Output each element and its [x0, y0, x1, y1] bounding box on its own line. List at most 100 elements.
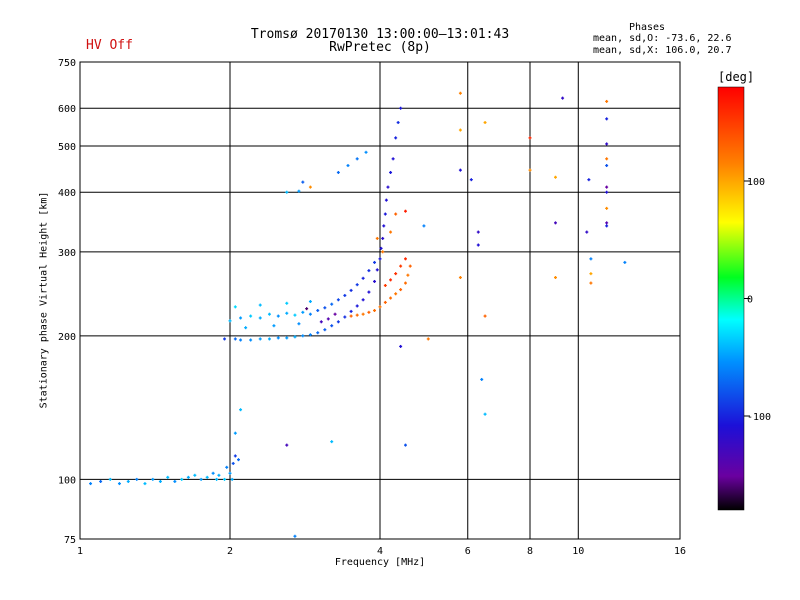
- x-tick-label-3: 6: [465, 546, 471, 557]
- data-point-38: [323, 328, 327, 332]
- data-point-109: [389, 230, 393, 234]
- y-axis-ticks: 75 100 200 300 400 500 600 750: [58, 58, 76, 546]
- data-point-57: [394, 136, 398, 140]
- hv-status-label: HV Off: [86, 38, 133, 53]
- data-point-102: [406, 273, 410, 277]
- data-point-150: [605, 164, 609, 168]
- data-point-63: [258, 316, 262, 320]
- data-point-92: [355, 313, 359, 317]
- x-axis-label: Frequency [MHz]: [334, 557, 426, 568]
- data-point-18: [223, 477, 227, 481]
- data-point-2: [108, 477, 112, 481]
- data-point-128: [469, 178, 473, 182]
- data-point-6: [143, 482, 147, 486]
- data-point-25: [215, 477, 219, 481]
- data-point-61: [239, 316, 243, 320]
- data-point-76: [355, 283, 359, 287]
- data-point-159: [285, 443, 289, 447]
- data-point-87: [319, 320, 323, 324]
- data-point-70: [316, 308, 320, 312]
- data-point-127: [476, 243, 480, 247]
- y-tick-label-5: 500: [58, 142, 76, 153]
- data-point-132: [483, 412, 487, 416]
- data-point-78: [367, 269, 371, 273]
- data-point-139: [553, 175, 557, 179]
- data-point-16: [211, 471, 215, 475]
- data-point-30: [258, 337, 262, 341]
- data-point-154: [605, 221, 609, 225]
- data-point-50: [381, 236, 385, 240]
- data-point-74: [343, 293, 347, 297]
- data-point-43: [355, 304, 359, 308]
- data-point-20: [231, 461, 235, 465]
- data-point-69: [308, 312, 312, 316]
- data-point-9: [166, 475, 170, 479]
- data-point-77: [361, 276, 365, 280]
- data-point-161: [399, 344, 403, 348]
- data-point-156: [623, 260, 627, 264]
- data-point-32: [276, 336, 280, 340]
- data-point-58: [396, 121, 400, 125]
- data-point-40: [336, 320, 340, 324]
- phases-title: Phases: [628, 22, 666, 33]
- data-point-141: [553, 276, 557, 280]
- data-point-28: [239, 338, 243, 342]
- data-point-27: [233, 337, 237, 341]
- data-point-115: [346, 164, 350, 168]
- data-point-48: [378, 257, 382, 261]
- data-point-144: [589, 272, 593, 276]
- data-point-147: [605, 117, 609, 121]
- data-point-66: [285, 311, 289, 315]
- data-point-151: [605, 185, 609, 189]
- data-point-37: [316, 331, 320, 335]
- y-tick-label-2: 200: [58, 332, 76, 343]
- data-point-46: [373, 279, 377, 283]
- x-tick-label-0: 1: [77, 546, 83, 557]
- data-point-157: [587, 178, 591, 182]
- x-tick-label-4: 8: [527, 546, 533, 557]
- data-point-145: [589, 281, 593, 285]
- data-point-107: [399, 264, 403, 268]
- data-point-55: [389, 170, 393, 174]
- data-point-160: [330, 440, 334, 444]
- data-point-129: [483, 121, 487, 125]
- data-point-103: [408, 264, 412, 268]
- data-point-39: [330, 324, 334, 328]
- data-point-95: [373, 308, 377, 312]
- data-point-158: [293, 534, 297, 538]
- data-point-73: [336, 298, 340, 302]
- data-point-90: [305, 307, 309, 311]
- data-point-119: [297, 189, 301, 193]
- colorbar: [717, 86, 745, 511]
- data-point-13: [193, 473, 197, 477]
- y-tick-label-6: 600: [58, 104, 76, 115]
- data-point-120: [301, 180, 305, 184]
- x-tick-label-2: 4: [377, 546, 383, 557]
- x-tick-label-5: 10: [572, 546, 584, 557]
- data-point-22: [236, 458, 240, 462]
- data-point-136: [528, 136, 532, 140]
- data-point-79: [373, 260, 377, 264]
- data-point-104: [383, 283, 387, 287]
- data-point-116: [355, 157, 359, 161]
- data-point-67: [293, 313, 297, 317]
- data-point-19: [228, 471, 232, 475]
- data-point-26: [223, 337, 227, 341]
- data-point-0: [89, 482, 93, 486]
- data-point-44: [361, 298, 365, 302]
- x-tick-label-1: 2: [227, 546, 233, 557]
- data-point-148: [605, 142, 609, 146]
- data-point-65: [276, 314, 280, 318]
- data-point-49: [379, 246, 383, 250]
- data-point-72: [330, 302, 334, 306]
- data-point-125: [458, 276, 462, 280]
- data-point-29: [249, 338, 253, 342]
- data-point-31: [267, 337, 271, 341]
- data-point-35: [301, 334, 305, 338]
- data-point-140: [553, 221, 557, 225]
- data-point-96: [378, 305, 382, 309]
- data-point-60: [228, 319, 232, 323]
- data-point-47: [375, 268, 379, 272]
- data-point-36: [308, 333, 312, 337]
- y-tick-label-3: 300: [58, 248, 76, 259]
